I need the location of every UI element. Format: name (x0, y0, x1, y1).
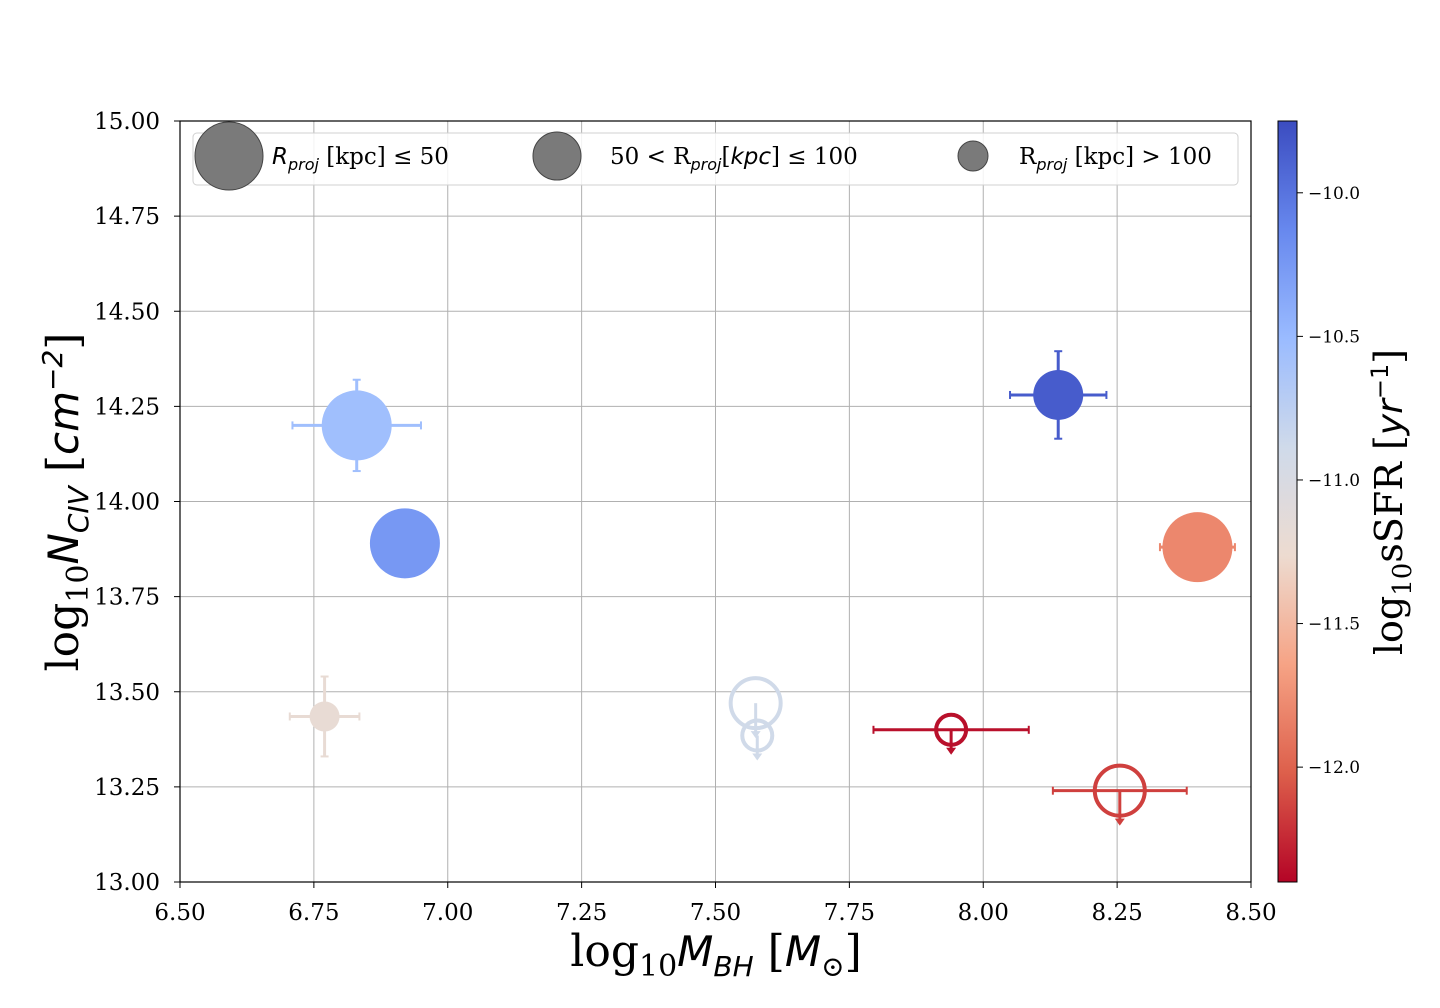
x-tick-label: 8.25 (1092, 900, 1143, 926)
colorbar-tick-label: −11.5 (1308, 615, 1360, 635)
y-tick-label: 13.25 (94, 775, 160, 801)
y-tick-label: 13.75 (94, 585, 160, 611)
y-axis-ticks: 13.00 13.25 13.50 13.75 14.00 14.25 14.50 14.75… (94, 109, 180, 896)
legend: Rproj [kpc] ≤ 50 50 < Rproj[kpc] ≤ 100 R… (192, 121, 1239, 191)
x-tick-label: 8.50 (1225, 900, 1276, 926)
point-marker (309, 701, 340, 732)
x-tick-label: 8.00 (958, 900, 1009, 926)
y-tick-label: 14.25 (94, 394, 160, 420)
colorbar-tick-label: −11.0 (1308, 471, 1360, 491)
y-tick-label: 13.50 (94, 680, 160, 706)
colorbar-tick-label: −10.0 (1308, 184, 1360, 204)
upper-limit-arrowhead (1114, 818, 1125, 826)
point-marker (321, 390, 392, 461)
data-point (1009, 350, 1108, 440)
colorbar-tick-label: −12.0 (1308, 758, 1360, 778)
y-axis-label: log10NCIV [cm−2] (36, 333, 96, 672)
y-tick-label: 14.50 (94, 299, 160, 325)
colorbar-tick-label: −10.5 (1308, 327, 1360, 347)
point-marker (728, 676, 783, 731)
x-tick-label: 7.50 (690, 900, 741, 926)
colorbar-label: log10sSFR [yr−1] (1366, 349, 1418, 655)
data-points (288, 350, 1236, 826)
data-point (369, 508, 440, 579)
colorbar-ticks: −10.0 −10.5 −11.0 −11.5 −12.0 (1297, 184, 1360, 778)
grid (179, 120, 1252, 883)
y-tick-label: 14.75 (94, 204, 160, 230)
legend-label-large: Rproj [kpc] ≤ 50 (272, 144, 449, 174)
x-tick-label: 6.75 (288, 900, 339, 926)
y-tick-label: 15.00 (94, 109, 160, 135)
legend-label-small: Rproj [kpc] > 100 (1019, 144, 1212, 174)
data-point (728, 676, 783, 739)
x-axis-ticks: 6.50 6.75 7.00 7.25 7.50 7.75 8.00 8.25 8.50 (154, 882, 1277, 926)
point-marker (740, 718, 775, 753)
x-tick-label: 7.75 (824, 900, 875, 926)
data-point (740, 718, 775, 761)
upper-limit-arrowhead (752, 753, 763, 761)
upper-limit-arrowhead (750, 731, 761, 739)
upper-limit-arrowhead (946, 747, 957, 755)
point-marker (1033, 369, 1084, 420)
data-point (1051, 763, 1188, 826)
y-tick-label: 14.00 (94, 490, 160, 516)
x-axis-label: log10MBH [M⊙] (570, 926, 861, 984)
legend-marker-large (194, 121, 264, 191)
data-point (872, 712, 1030, 755)
x-tick-label: 7.00 (422, 900, 473, 926)
legend-marker-small (957, 140, 989, 172)
point-marker (1092, 763, 1147, 818)
data-point (1158, 512, 1236, 583)
colorbar: −10.0 −10.5 −11.0 −11.5 −12.0 log10sSFR [yr−… (1277, 120, 1418, 883)
x-tick-label: 6.50 (154, 900, 205, 926)
legend-marker-medium (532, 131, 582, 181)
colorbar-gradient (1277, 120, 1298, 883)
legend-label-medium: 50 < Rproj[kpc] ≤ 100 (610, 144, 858, 174)
data-point (288, 675, 361, 758)
point-marker (934, 712, 969, 747)
point-marker (1162, 512, 1233, 583)
point-marker (369, 508, 440, 579)
data-point (291, 378, 422, 473)
y-tick-label: 13.00 (94, 870, 160, 896)
x-tick-label: 7.25 (556, 900, 607, 926)
